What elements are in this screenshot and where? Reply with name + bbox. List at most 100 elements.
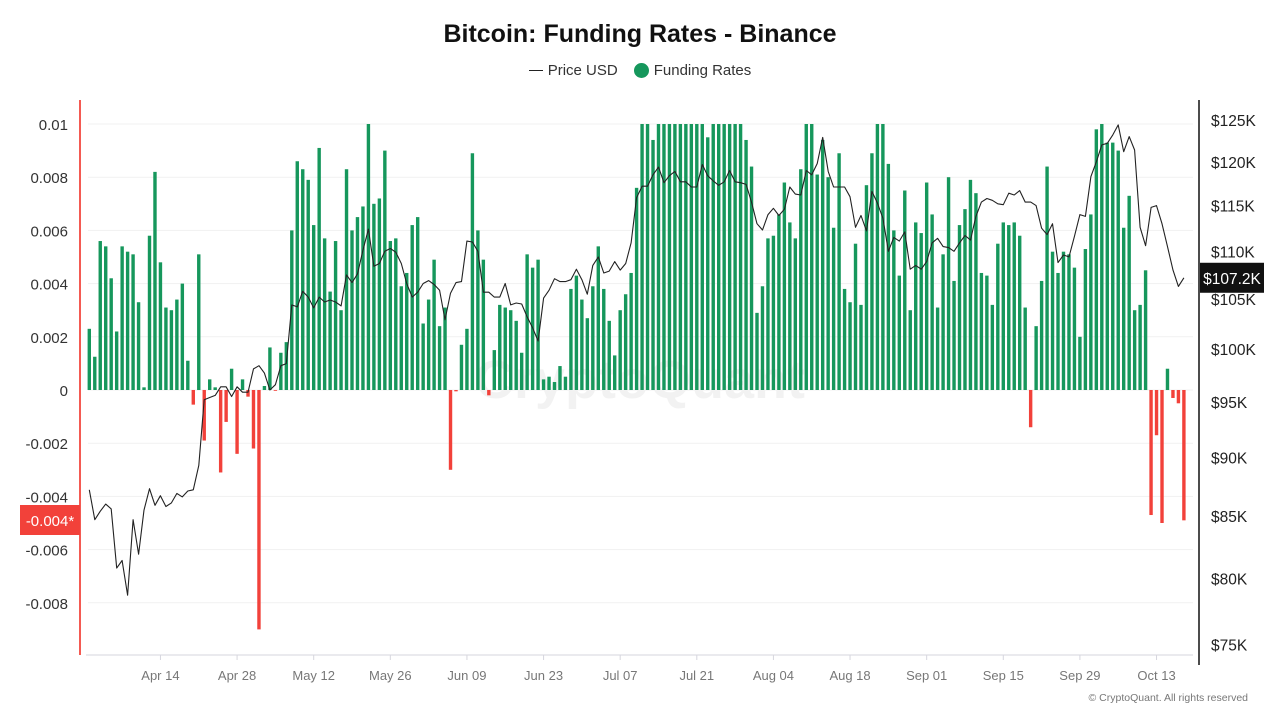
funding-bar: [870, 153, 874, 390]
funding-bar: [897, 275, 902, 390]
left-tick-label: 0.004: [30, 277, 68, 294]
funding-bar: [410, 225, 414, 390]
copyright: © CryptoQuant. All rights reserved: [1088, 692, 1248, 704]
funding-bar: [569, 288, 573, 390]
funding-bar: [968, 179, 973, 390]
funding-bar: [93, 356, 97, 390]
funding-bar: [722, 124, 726, 390]
funding-bar: [394, 238, 398, 390]
funding-bar: [924, 182, 929, 390]
funding-bar: [1182, 390, 1186, 521]
funding-bar: [153, 171, 157, 390]
legend-item-price[interactable]: Price USD: [528, 62, 618, 79]
funding-bar: [563, 376, 568, 390]
funding-bar: [1050, 251, 1055, 390]
funding-bar: [459, 344, 464, 390]
funding-bar: [328, 291, 332, 390]
funding-bar: [432, 259, 436, 390]
x-tick-label: Jul 21: [679, 668, 714, 683]
funding-bar: [229, 368, 234, 390]
funding-bar: [536, 259, 540, 390]
funding-bar: [547, 376, 551, 390]
funding-bar: [804, 124, 808, 390]
funding-bar: [1083, 249, 1088, 390]
x-tick-label: Jul 07: [603, 668, 638, 683]
funding-bar: [175, 299, 179, 390]
left-tick-label: 0.01: [39, 117, 68, 134]
funding-bar: [738, 124, 743, 390]
funding-bar: [963, 209, 967, 390]
funding-bar: [552, 382, 557, 390]
funding-bar: [186, 360, 190, 390]
right-tick-label: $75K: [1211, 638, 1248, 655]
funding-bar: [656, 124, 661, 390]
funding-bar: [158, 262, 163, 390]
funding-bar: [191, 390, 195, 405]
funding-bar: [448, 390, 453, 470]
funding-bar: [1018, 235, 1022, 390]
funding-bar: [498, 304, 502, 390]
right-marker-badge: [1200, 262, 1264, 293]
funding-bar: [142, 387, 146, 390]
funding-bar: [645, 124, 650, 390]
funding-bar: [295, 161, 299, 390]
funding-bar: [131, 254, 135, 390]
funding-bar: [476, 230, 480, 390]
funding-bar: [1028, 390, 1033, 428]
right-tick-label: $120K: [1211, 155, 1256, 172]
funding-bar: [1039, 280, 1044, 390]
funding-bar: [1171, 390, 1175, 398]
funding-bar: [525, 254, 529, 390]
funding-bar: [886, 163, 891, 390]
funding-bar: [388, 241, 393, 390]
funding-bar: [941, 254, 945, 390]
funding-bar: [322, 238, 327, 390]
funding-bar: [580, 299, 584, 390]
funding-bar: [197, 254, 201, 390]
funding-bar: [826, 177, 830, 390]
funding-bar: [509, 310, 513, 390]
funding-bar: [591, 286, 595, 390]
dot-swatch-icon: [633, 63, 649, 78]
x-tick-label: May 26: [369, 668, 412, 683]
x-tick-label: Oct 13: [1137, 668, 1175, 683]
funding-bar: [492, 350, 497, 390]
funding-bar: [558, 366, 562, 390]
funding-bar: [240, 379, 245, 390]
funding-bar: [1094, 129, 1099, 390]
funding-bar: [766, 238, 770, 390]
funding-bar: [651, 139, 655, 390]
funding-bar: [426, 299, 431, 390]
right-tick-label: $110K: [1211, 244, 1255, 261]
funding-bar: [1007, 225, 1011, 390]
funding-bar: [974, 193, 978, 390]
funding-bar: [952, 280, 956, 390]
funding-bar: [350, 230, 354, 390]
funding-bar: [744, 139, 748, 390]
funding-bar: [213, 387, 217, 390]
funding-bar: [383, 150, 387, 390]
funding-bar: [251, 390, 256, 449]
funding-bar: [120, 246, 124, 390]
line-swatch-icon: [528, 70, 543, 71]
funding-bar: [957, 225, 962, 390]
funding-bar: [979, 272, 984, 390]
funding-bar: [881, 124, 885, 390]
funding-bar: [864, 185, 869, 390]
x-tick-label: Aug 04: [753, 668, 794, 683]
right-tick-label: $100K: [1211, 342, 1256, 359]
funding-bar: [470, 153, 475, 390]
funding-bar: [760, 286, 765, 390]
funding-bar: [443, 307, 447, 390]
right-marker-label: $107.2K: [1203, 271, 1261, 288]
funding-bar: [727, 124, 732, 390]
x-tick-label: Sep 01: [906, 668, 947, 683]
funding-bar: [607, 320, 611, 390]
funding-bar: [1127, 195, 1131, 390]
funding-bar: [853, 243, 858, 390]
funding-bar: [788, 222, 792, 390]
funding-bar: [749, 166, 754, 390]
legend-item-funding[interactable]: Funding Rates: [633, 62, 751, 79]
funding-bar: [574, 275, 579, 390]
